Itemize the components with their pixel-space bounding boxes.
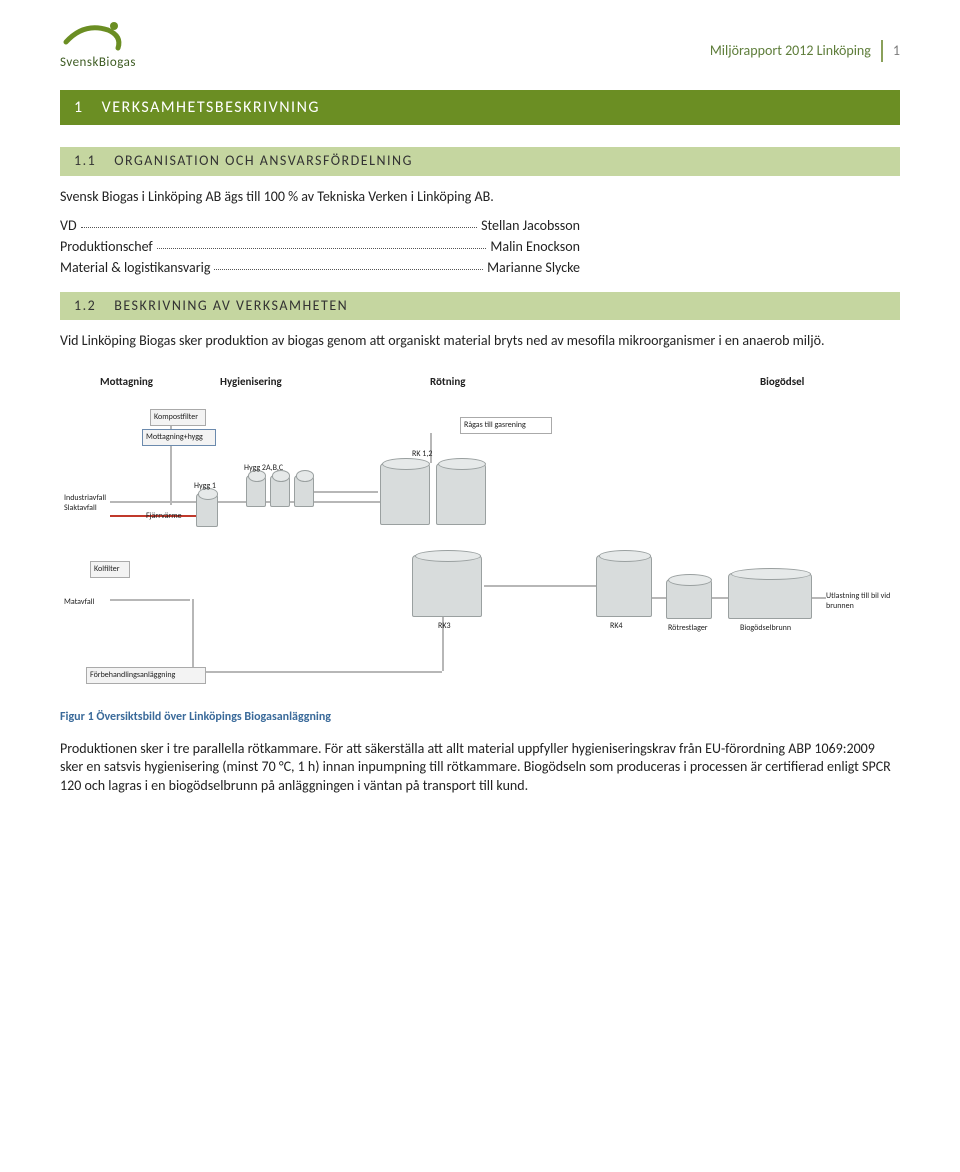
roles-list: VD Stellan Jacobsson Produktionschef Mal… [60, 217, 580, 278]
diagram-label: Matavfall [64, 597, 94, 608]
logo-mark-icon [60, 18, 130, 52]
section-1-banner: 1 VERKSAMHETSBESKRIVNING [60, 90, 900, 126]
doc-title: Miljörapport 2012 Linköping [710, 42, 871, 61]
diagram-box-mottagning-hygg: Mottagning+hygg [142, 429, 216, 446]
section-1-2-title: BESKRIVNING AV VERKSAMHETEN [114, 297, 348, 316]
pipe [192, 671, 442, 673]
page-number: 1 [893, 42, 900, 61]
process-diagram: Kompostfilter Mottagning+hygg Kolfilter Råg… [60, 369, 900, 701]
figure-1-caption: Figur 1 Översiktsbild över Linköpings Bi… [60, 709, 900, 725]
role-value: Marianne Slycke [487, 259, 580, 278]
tank-hygg2b [270, 475, 290, 507]
diagram-label: Slaktavfall [64, 503, 97, 514]
tank-rotrest [666, 579, 712, 619]
section-1-1-title: ORGANISATION OCH ANSVARSFÖRDELNING [114, 152, 413, 171]
tank-hygg1 [196, 493, 218, 527]
pipe [110, 501, 196, 503]
stage-label: Hygienisering [220, 375, 282, 390]
page-header: SvenskBiogas Miljörapport 2012 Linköping… [60, 18, 900, 72]
closing-paragraph: Produktionen sker i tre parallella rötka… [60, 740, 900, 797]
diagram-label: Rötrestlager [668, 623, 708, 634]
role-label: VD [60, 217, 77, 236]
diagram-label: brunnen [826, 601, 854, 612]
tank-rk4 [596, 555, 652, 617]
section-1-1-banner: 1.1 ORGANISATION OCH ANSVARSFÖRDELNING [60, 147, 900, 176]
tank-rk3 [412, 555, 482, 617]
diagram-box-forbeh: Förbehandlingsanläggning [86, 667, 206, 684]
diagram-label: Hygg 2A,B,C [244, 463, 283, 474]
pipe [110, 599, 190, 601]
role-value: Stellan Jacobsson [481, 217, 580, 236]
pipe [652, 597, 666, 599]
diagram-box-kompostfilter: Kompostfilter [150, 409, 206, 426]
section-1-1-intro: Svensk Biogas i Linköping AB ägs till 10… [60, 188, 900, 207]
logo-wordmark: SvenskBiogas [60, 54, 136, 72]
role-label: Produktionschef [60, 238, 153, 257]
stage-label: Rötning [430, 375, 465, 390]
pipe [314, 491, 378, 493]
section-1-2-banner: 1.2 BESKRIVNING AV VERKSAMHETEN [60, 292, 900, 321]
diagram-label: RK3 [438, 621, 451, 632]
section-1-2-number: 1.2 [74, 297, 96, 316]
page-num-separator [881, 40, 883, 62]
pipe [812, 597, 826, 599]
pipe [712, 597, 728, 599]
role-row: Produktionschef Malin Enockson [60, 238, 580, 257]
stage-label: Biogödsel [760, 375, 804, 390]
tank-hygg2a [246, 475, 266, 507]
section-1-2-intro: Vid Linköping Biogas sker produktion av … [60, 332, 900, 351]
section-1-number: 1 [74, 97, 84, 119]
tank-hygg2c [294, 475, 314, 507]
section-1-title: VERKSAMHETSBESKRIVNING [102, 97, 320, 119]
doc-meta: Miljörapport 2012 Linköping 1 [710, 40, 900, 62]
tank-brunn [728, 573, 812, 619]
role-row: Material & logistikansvarig Marianne Sly… [60, 259, 580, 278]
stage-label: Mottagning [100, 375, 153, 390]
diagram-label: Fjärrvärme [146, 511, 182, 522]
diagram-label: Biogödselbrunn [740, 623, 791, 634]
role-row: VD Stellan Jacobsson [60, 217, 580, 236]
diagram-box-kolfilter: Kolfilter [90, 561, 130, 578]
role-label: Material & logistikansvarig [60, 259, 210, 278]
role-value: Malin Enockson [490, 238, 580, 257]
diagram-box-ragas: Rågas till gasrening [460, 417, 552, 434]
logo: SvenskBiogas [60, 18, 136, 72]
pipe [192, 599, 194, 671]
tank-rk1 [380, 463, 430, 525]
diagram-label: Hygg 1 [194, 481, 216, 492]
tank-rk2 [436, 463, 486, 525]
diagram-label: RK 1,2 [412, 449, 432, 460]
diagram-label: RK4 [610, 621, 623, 632]
pipe [484, 585, 596, 587]
section-1-1-number: 1.1 [74, 152, 96, 171]
